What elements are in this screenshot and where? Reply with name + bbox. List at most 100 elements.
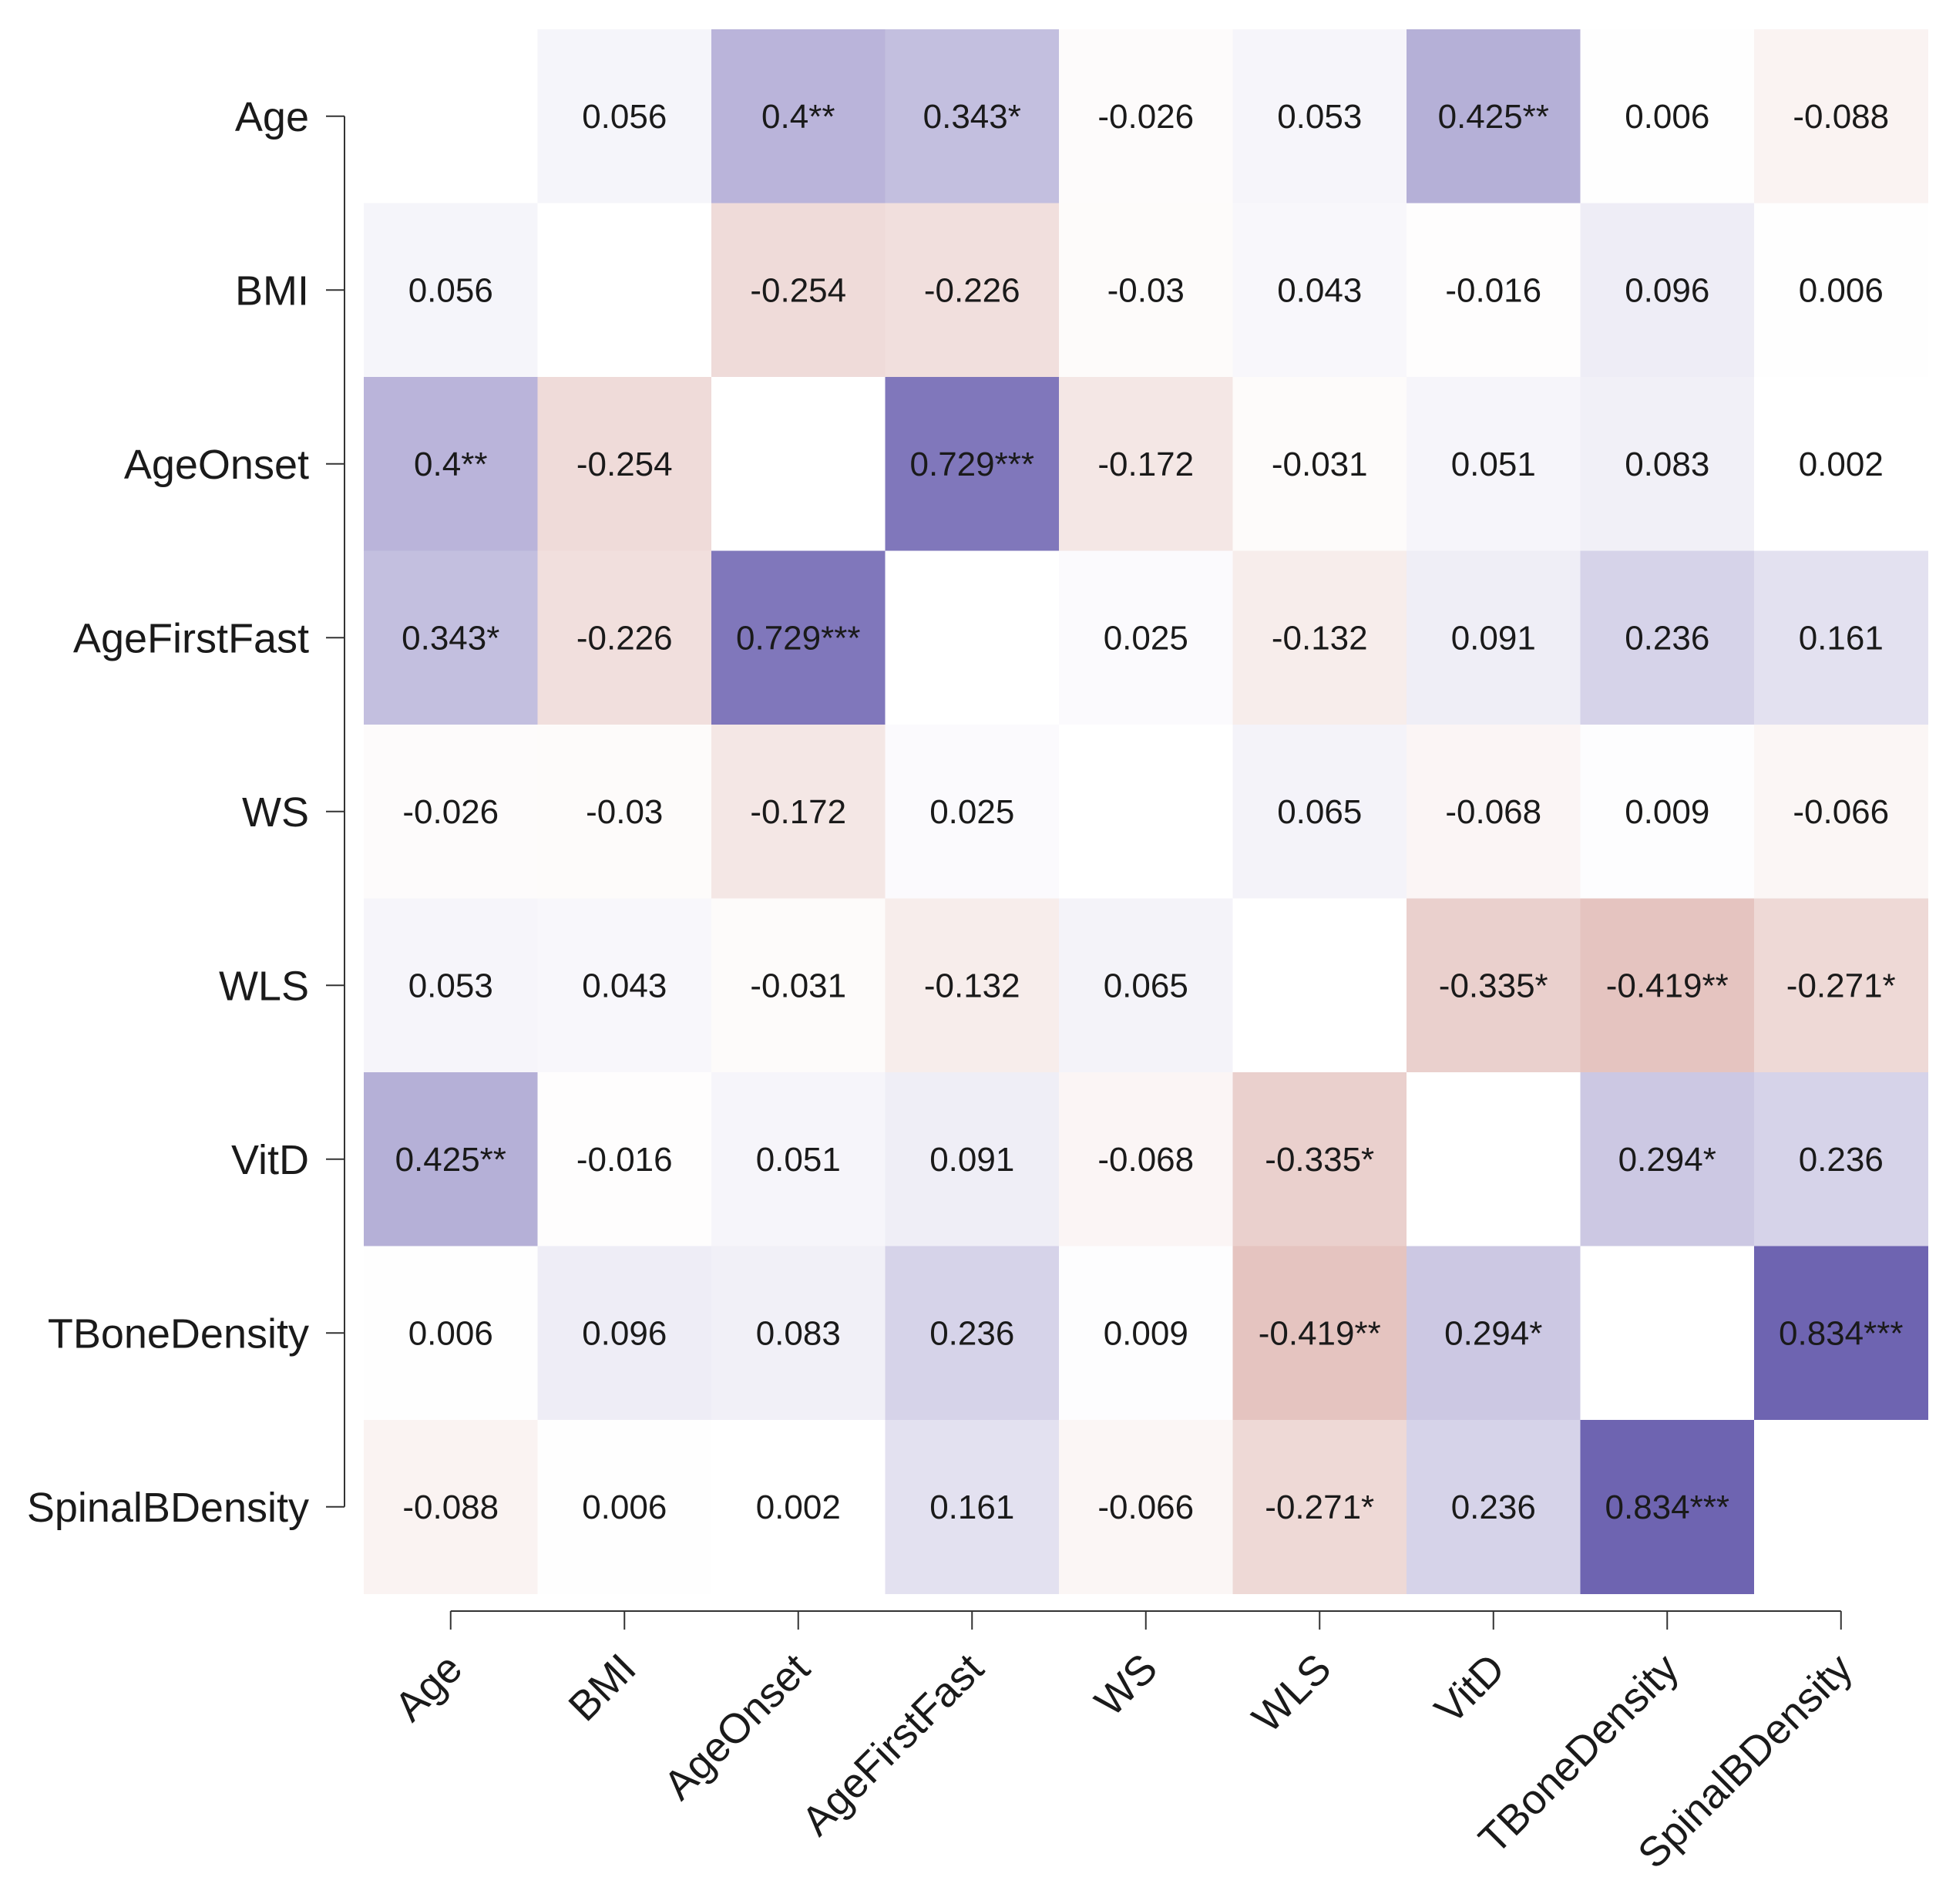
heatmap-cell (364, 377, 538, 551)
cell-value-label: 0.091 (1451, 619, 1536, 657)
heatmap-cell (364, 1072, 538, 1246)
y-axis: Age BMI AgeOnset AgeFirstFast WS WLS VitD TBone… (27, 94, 345, 1531)
heatmap-cell (1754, 1420, 1928, 1594)
cell-value-label: 0.834*** (1779, 1314, 1903, 1352)
heatmap-cell (1407, 550, 1581, 725)
heatmap-cell (1580, 1420, 1755, 1594)
cell-value-label: 0.236 (1799, 1141, 1884, 1179)
x-tick-label: WS (1086, 1645, 1166, 1725)
cell-value-label: 0.729*** (910, 446, 1034, 483)
cell-value-label: 0.056 (582, 98, 667, 136)
heatmap-cells (364, 29, 1928, 1594)
heatmap-cell (885, 29, 1060, 204)
heatmap-cell (1754, 29, 1928, 204)
cell-value-label: 0.083 (1625, 446, 1709, 483)
heatmap-cell (885, 1246, 1060, 1421)
heatmap-cell (1232, 203, 1407, 378)
cell-value-label: -0.132 (1272, 619, 1368, 657)
y-tick-label: AgeFirstFast (73, 615, 309, 661)
heatmap-cell (1407, 1420, 1581, 1594)
heatmap-cell (885, 898, 1060, 1073)
cell-value-label: 0.006 (1625, 98, 1709, 136)
heatmap-cell (364, 1420, 538, 1594)
heatmap-cell (1059, 377, 1233, 551)
heatmap-cell (1754, 1246, 1928, 1421)
cell-value-label: 0.096 (582, 1314, 667, 1352)
cell-value-label: -0.271* (1265, 1489, 1374, 1526)
heatmap-cell (537, 1072, 712, 1246)
cell-value-label: 0.4** (414, 446, 487, 483)
heatmap-cell (1059, 550, 1233, 725)
cell-value-label: 0.006 (408, 1314, 493, 1352)
heatmap-cell (537, 29, 712, 204)
cell-value-label: -0.419** (1259, 1314, 1381, 1352)
heatmap-cell (1059, 203, 1233, 378)
heatmap-cell (1407, 898, 1581, 1073)
cell-value-label: 0.083 (756, 1314, 841, 1352)
cell-value-label: 0.043 (582, 967, 667, 1004)
cell-value-label: -0.088 (1793, 98, 1889, 136)
heatmap-cell (1754, 898, 1928, 1073)
heatmap-cell (1059, 29, 1233, 204)
x-tick-label: AgeOnset (655, 1645, 818, 1808)
x-tick-label: VitD (1426, 1645, 1514, 1733)
heatmap-cell (1232, 29, 1407, 204)
cell-value-label: 0.053 (1277, 98, 1362, 136)
cell-value-label: -0.335* (1265, 1141, 1374, 1179)
cell-value-label: 0.065 (1104, 967, 1188, 1004)
cell-value-label: 0.091 (929, 1141, 1014, 1179)
cell-value-label: 0.002 (756, 1489, 841, 1526)
heatmap-cell (1580, 1246, 1755, 1421)
heatmap-cell (537, 1420, 712, 1594)
heatmap-cell (364, 725, 538, 899)
cell-value-label: -0.026 (402, 793, 499, 831)
cell-value-label: -0.088 (402, 1489, 499, 1526)
cell-value-label: -0.172 (750, 793, 846, 831)
cell-value-label: 0.236 (1625, 619, 1709, 657)
heatmap-cell (885, 725, 1060, 899)
y-tick-label: TBoneDensity (48, 1310, 309, 1357)
heatmap-cell (364, 550, 538, 725)
y-tick-label: VitD (231, 1137, 309, 1183)
cell-value-label: 0.025 (1104, 619, 1188, 657)
heatmap-cell (1232, 377, 1407, 551)
heatmap-cell (1407, 1246, 1581, 1421)
heatmap-cell (1754, 725, 1928, 899)
cell-value-label: -0.066 (1793, 793, 1889, 831)
cell-value-label: -0.068 (1097, 1141, 1194, 1179)
heatmap-cell (1754, 203, 1928, 378)
y-tick-label: SpinalBDensity (27, 1485, 309, 1531)
cell-value-label: -0.172 (1097, 446, 1194, 483)
cell-value-label: 0.065 (1277, 793, 1362, 831)
heatmap-cell (537, 203, 712, 378)
cell-value-label: -0.254 (750, 271, 846, 309)
heatmap-cell (1407, 29, 1581, 204)
cell-value-label: 0.043 (1277, 271, 1362, 309)
cell-value-label: 0.834*** (1605, 1489, 1729, 1526)
heatmap-cell (1407, 725, 1581, 899)
heatmap-cell (711, 203, 886, 378)
heatmap-cell (885, 377, 1060, 551)
x-tick-label: BMI (560, 1645, 644, 1730)
heatmap-cell (885, 550, 1060, 725)
cell-value-label: 0.009 (1104, 1314, 1188, 1352)
y-tick-label: WS (242, 789, 309, 836)
heatmap-cell (364, 898, 538, 1073)
y-tick-label: BMI (235, 267, 309, 314)
heatmap-cell (1232, 1246, 1407, 1421)
cell-value-label: -0.335* (1439, 967, 1548, 1004)
heatmap-cell (537, 377, 712, 551)
cell-value-label: -0.066 (1097, 1489, 1194, 1526)
cell-value-label: -0.016 (1445, 271, 1541, 309)
cell-value-label: 0.161 (1799, 619, 1884, 657)
heatmap-cell (1580, 203, 1755, 378)
heatmap-cell (364, 29, 538, 204)
heatmap-cell (1580, 550, 1755, 725)
heatmap-cell (1059, 1420, 1233, 1594)
heatmap-cell (885, 1420, 1060, 1594)
heatmap-cell (1059, 1246, 1233, 1421)
cell-value-label: 0.425** (1438, 98, 1549, 136)
heatmap-cell (711, 898, 886, 1073)
heatmap-cell (364, 1246, 538, 1421)
